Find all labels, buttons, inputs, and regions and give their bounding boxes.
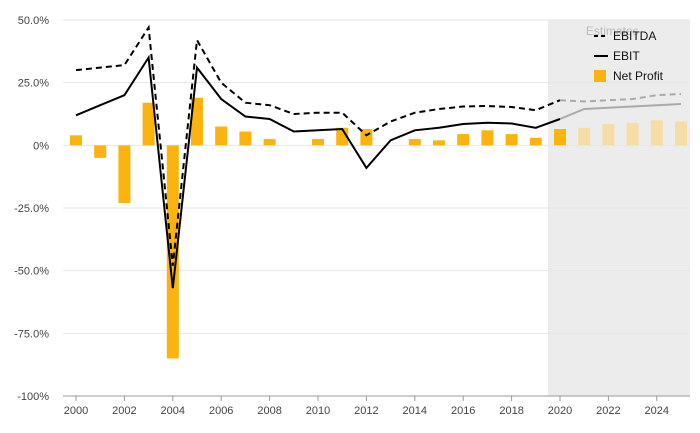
estimates-label: Estimates (586, 24, 639, 38)
x-tick-label: 2000 (64, 405, 88, 417)
net-profit-bar (94, 145, 107, 158)
x-tick-label: 2024 (645, 405, 669, 417)
net-profit-bar (650, 120, 663, 146)
net-profit-bar (70, 135, 82, 146)
y-axis: 50.0% 25.0% 0% -25.0% -50.0% -75.0% -100% (14, 15, 49, 403)
net-profit-bar (408, 139, 421, 146)
x-tick-label: 2004 (161, 405, 185, 417)
y-tick-label: -100% (17, 391, 49, 403)
x-tick-label: 2016 (451, 405, 475, 417)
y-tick-label: -75.0% (14, 328, 49, 340)
legend-label-net-profit: Net Profit (613, 69, 664, 83)
net-profit-bar (239, 131, 252, 146)
y-tick-label: -50.0% (14, 266, 49, 278)
net-profit-bar (142, 102, 155, 146)
y-tick-label: 50.0% (18, 15, 49, 27)
ebitda-line (75, 24, 561, 266)
x-tick-label: 2002 (112, 405, 136, 417)
net-profit-bar (675, 121, 687, 146)
net-profit-bar (191, 97, 203, 146)
series-lines (75, 24, 682, 289)
net-profit-bar (529, 137, 542, 146)
legend-swatch-net-profit (594, 70, 606, 82)
net-profit-bar (505, 134, 518, 146)
legend: EBITDA EBIT Net Profit (594, 29, 664, 83)
ebit-line (75, 54, 561, 289)
x-tick-label: 2022 (596, 405, 620, 417)
net-profit-bar (554, 129, 566, 146)
x-tick-label: 2010 (306, 405, 330, 417)
net-profit-bars (70, 97, 687, 359)
net-profit-bar (263, 139, 276, 146)
x-tick-label: 2020 (548, 405, 572, 417)
ebit-estimate-line (559, 103, 682, 120)
legend-label-ebitda: EBITDA (613, 29, 656, 43)
x-tick-label: 2006 (209, 405, 233, 417)
x-tick-label: 2014 (403, 405, 427, 417)
net-profit-bar (360, 129, 373, 146)
ebitda-estimate-line (559, 92, 682, 103)
net-profit-bar (578, 127, 591, 146)
legend-label-ebit: EBIT (613, 49, 640, 63)
y-tick-label: -25.0% (14, 203, 49, 215)
net-profit-bar (481, 130, 494, 146)
x-tick-label: 2012 (354, 405, 378, 417)
net-profit-bar (626, 122, 639, 146)
x-tick-label: 2018 (499, 405, 523, 417)
x-axis: 2000 2002 2004 2006 2008 2010 2012 2014 2016 2018… (63, 395, 690, 417)
y-tick-label: 0% (33, 140, 49, 152)
y-tick-label: 25.0% (18, 78, 49, 90)
net-profit-bar (433, 140, 445, 146)
net-profit-bar (166, 145, 179, 359)
net-profit-bar (118, 145, 131, 203)
x-tick-label: 2008 (257, 405, 281, 417)
net-profit-bar (312, 139, 324, 146)
net-profit-bar (215, 126, 228, 146)
net-profit-bar (602, 124, 615, 146)
net-profit-bar (457, 134, 470, 146)
